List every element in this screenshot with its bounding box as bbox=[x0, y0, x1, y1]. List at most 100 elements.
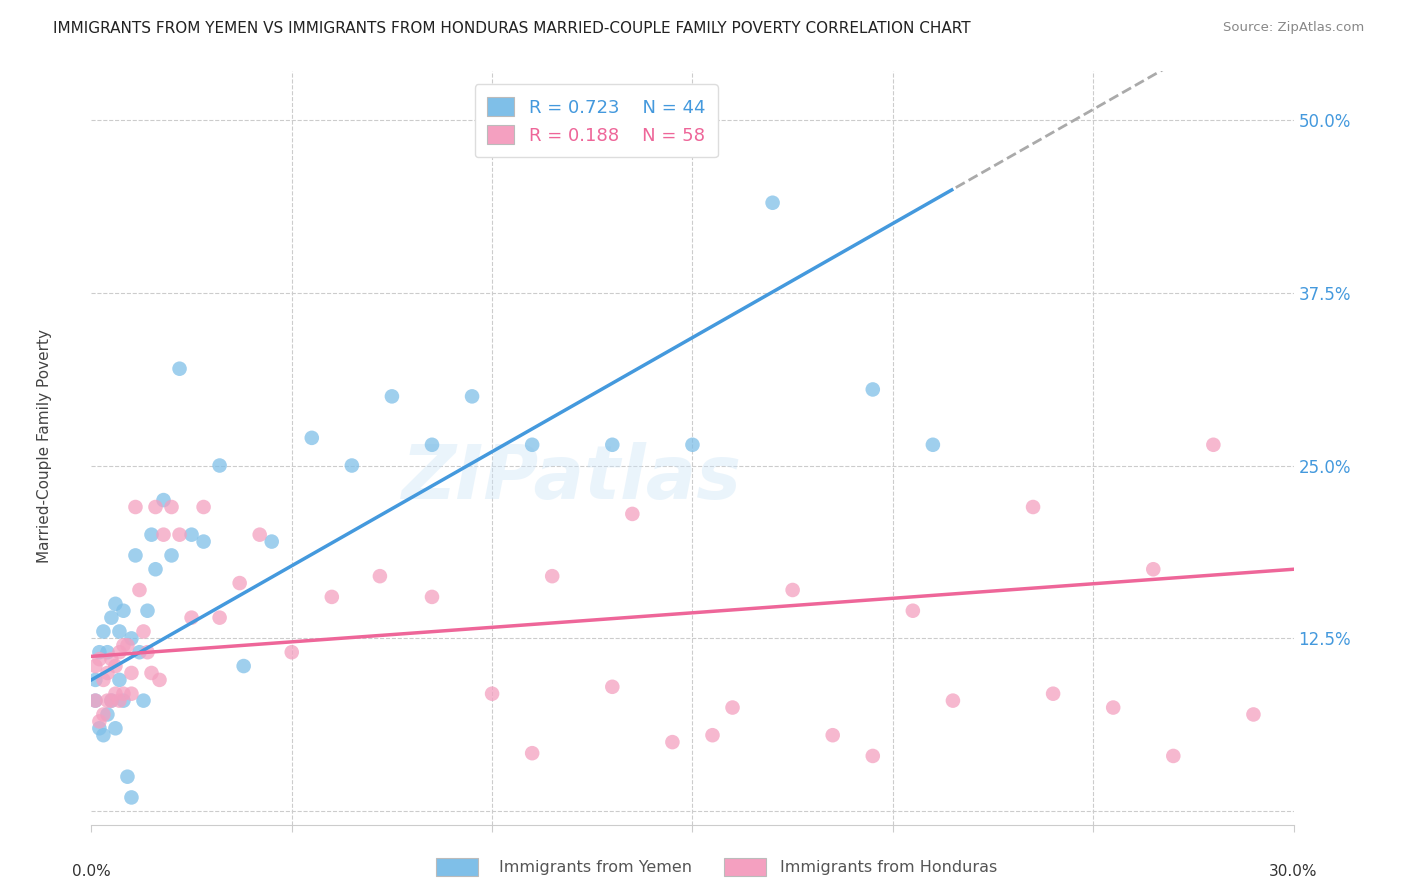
Point bbox=[1022, 500, 1045, 514]
Point bbox=[160, 500, 183, 514]
Point bbox=[922, 438, 945, 452]
Point bbox=[136, 604, 159, 618]
Text: Immigrants from Honduras: Immigrants from Honduras bbox=[780, 860, 998, 874]
Point bbox=[84, 673, 107, 687]
Point bbox=[461, 389, 484, 403]
Point bbox=[84, 693, 107, 707]
Point bbox=[132, 624, 155, 639]
Point bbox=[93, 707, 115, 722]
Point bbox=[169, 361, 191, 376]
Point bbox=[232, 659, 254, 673]
Point bbox=[228, 576, 250, 591]
Point bbox=[89, 652, 111, 666]
Point bbox=[1102, 700, 1125, 714]
Text: Source: ZipAtlas.com: Source: ZipAtlas.com bbox=[1223, 21, 1364, 34]
Point bbox=[96, 665, 118, 680]
Point bbox=[381, 389, 404, 403]
Point bbox=[128, 645, 150, 659]
Point bbox=[208, 610, 231, 624]
Point bbox=[84, 693, 107, 707]
Point bbox=[104, 687, 127, 701]
Point bbox=[121, 790, 143, 805]
Point bbox=[93, 624, 115, 639]
Point bbox=[84, 659, 107, 673]
Point bbox=[180, 610, 202, 624]
Point bbox=[340, 458, 363, 473]
Point bbox=[901, 604, 924, 618]
Point bbox=[89, 721, 111, 735]
Text: Immigrants from Yemen: Immigrants from Yemen bbox=[499, 860, 692, 874]
Point bbox=[104, 721, 127, 735]
Text: 30.0%: 30.0% bbox=[1270, 864, 1317, 879]
Point bbox=[180, 527, 202, 541]
Point bbox=[160, 549, 183, 563]
Point bbox=[782, 582, 804, 597]
Text: 0.0%: 0.0% bbox=[72, 864, 111, 879]
Point bbox=[152, 527, 174, 541]
Point bbox=[368, 569, 391, 583]
Point bbox=[112, 604, 135, 618]
Point bbox=[260, 534, 283, 549]
Point bbox=[148, 673, 170, 687]
Point bbox=[121, 632, 143, 646]
Text: Married-Couple Family Poverty: Married-Couple Family Poverty bbox=[38, 329, 52, 563]
Point bbox=[762, 195, 785, 210]
Point bbox=[602, 680, 624, 694]
Point bbox=[145, 562, 167, 576]
Point bbox=[602, 438, 624, 452]
Point bbox=[522, 746, 544, 760]
Point bbox=[100, 693, 122, 707]
Point bbox=[117, 638, 139, 652]
Point bbox=[481, 687, 503, 701]
Text: ZIPatlas: ZIPatlas bbox=[402, 442, 742, 515]
Point bbox=[169, 527, 191, 541]
Point bbox=[117, 770, 139, 784]
Point bbox=[321, 590, 343, 604]
Point bbox=[193, 500, 215, 514]
Point bbox=[281, 645, 304, 659]
Point bbox=[661, 735, 683, 749]
Point bbox=[93, 673, 115, 687]
Point bbox=[862, 383, 884, 397]
Point bbox=[862, 748, 884, 763]
Point bbox=[420, 590, 443, 604]
Point bbox=[152, 493, 174, 508]
Point bbox=[702, 728, 724, 742]
Point bbox=[249, 527, 271, 541]
Point bbox=[124, 500, 146, 514]
Point bbox=[193, 534, 215, 549]
Point bbox=[121, 665, 143, 680]
Point bbox=[136, 645, 159, 659]
Point bbox=[112, 687, 135, 701]
Point bbox=[112, 693, 135, 707]
Point bbox=[145, 500, 167, 514]
Point bbox=[522, 438, 544, 452]
Point bbox=[89, 645, 111, 659]
Point bbox=[100, 693, 122, 707]
Point bbox=[141, 527, 163, 541]
Point bbox=[1243, 707, 1265, 722]
Point bbox=[821, 728, 844, 742]
Point bbox=[96, 707, 118, 722]
Point bbox=[89, 714, 111, 729]
Point bbox=[104, 597, 127, 611]
Text: IMMIGRANTS FROM YEMEN VS IMMIGRANTS FROM HONDURAS MARRIED-COUPLE FAMILY POVERTY : IMMIGRANTS FROM YEMEN VS IMMIGRANTS FROM… bbox=[53, 21, 972, 36]
Point bbox=[96, 693, 118, 707]
Point bbox=[108, 693, 131, 707]
Point bbox=[301, 431, 323, 445]
Point bbox=[100, 652, 122, 666]
Point bbox=[1142, 562, 1164, 576]
Point bbox=[621, 507, 644, 521]
Point bbox=[108, 645, 131, 659]
Point bbox=[112, 638, 135, 652]
Point bbox=[541, 569, 564, 583]
Point bbox=[108, 673, 131, 687]
Point bbox=[132, 693, 155, 707]
Point bbox=[141, 665, 163, 680]
Point bbox=[104, 659, 127, 673]
Point bbox=[1163, 748, 1185, 763]
Point bbox=[721, 700, 744, 714]
Point bbox=[1202, 438, 1225, 452]
Point bbox=[128, 582, 150, 597]
Legend: R = 0.723    N = 44, R = 0.188    N = 58: R = 0.723 N = 44, R = 0.188 N = 58 bbox=[475, 84, 718, 157]
